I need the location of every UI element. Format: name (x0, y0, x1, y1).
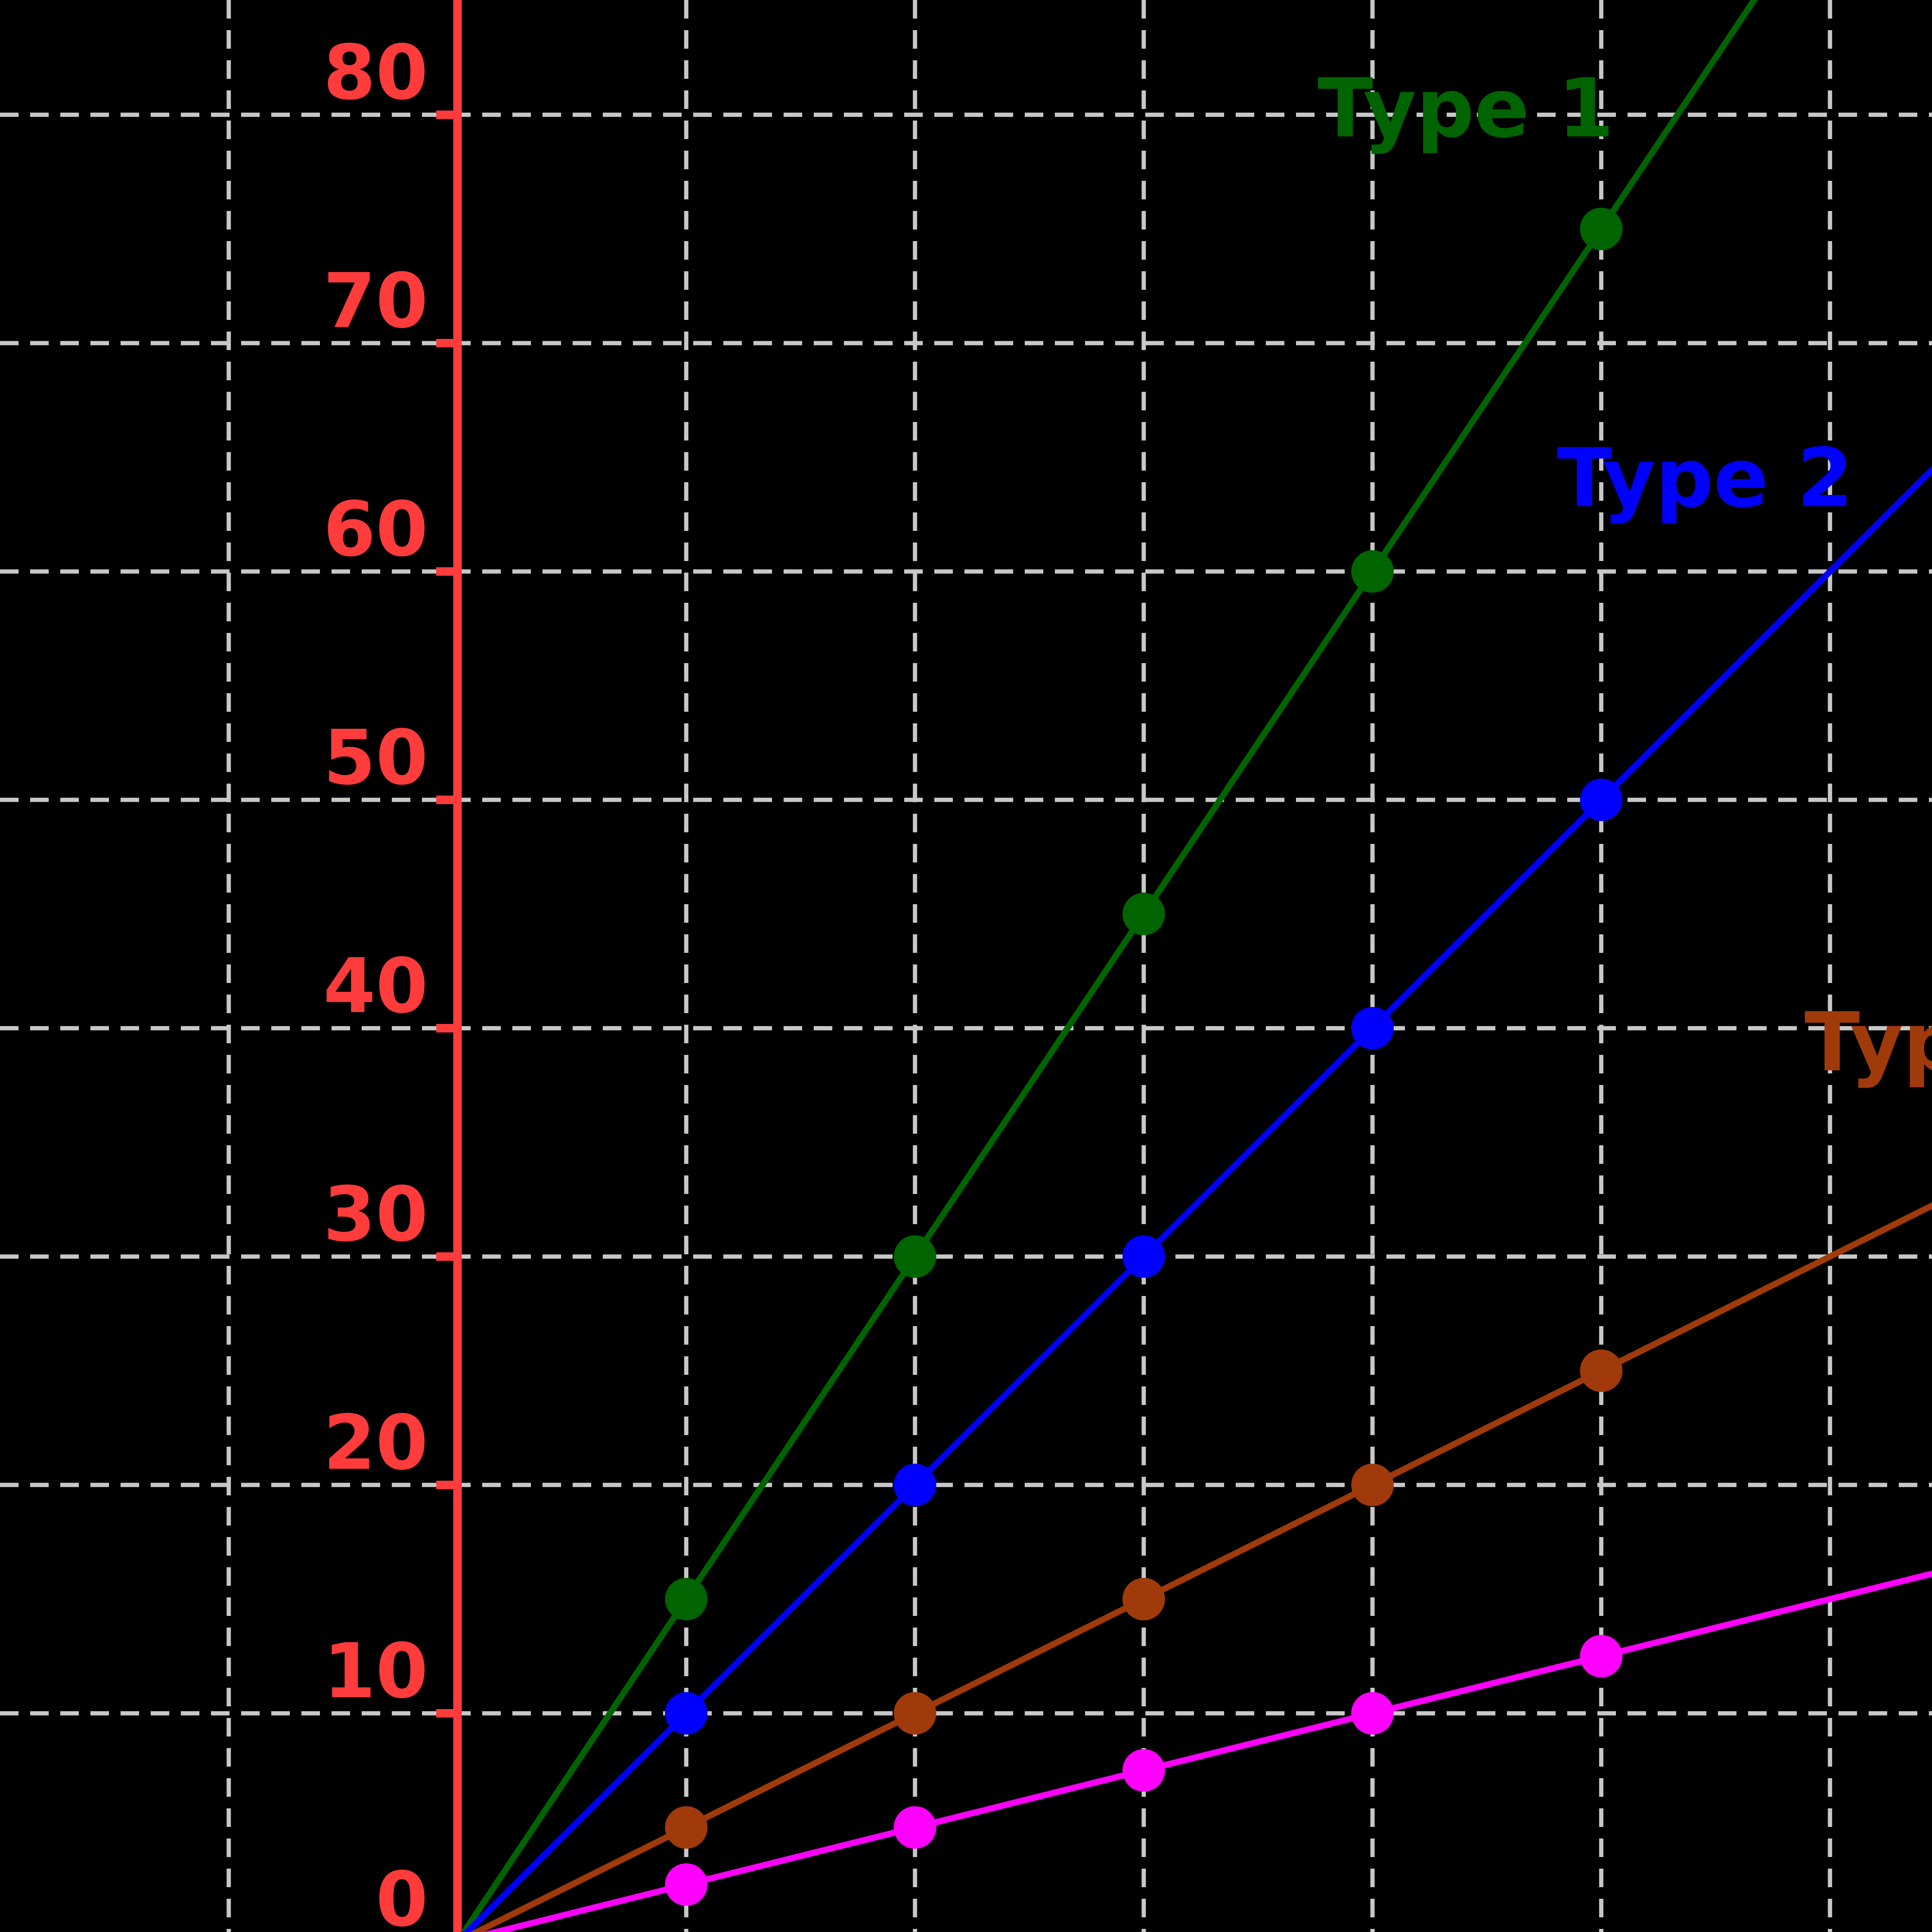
data-point-type-4-x25 (1580, 1635, 1622, 1678)
data-point-type-4-x20 (1351, 1692, 1394, 1735)
data-point-type-1-x5 (665, 1578, 707, 1621)
y-tick-label-10: 10 (323, 1627, 428, 1715)
y-tick-label-70: 70 (323, 257, 428, 345)
data-point-type-3-x5 (665, 1806, 707, 1849)
y-tick-label-80: 80 (323, 29, 428, 116)
series-line-type-4 (483, 1570, 1932, 1932)
data-point-type-2-x25 (1580, 779, 1622, 821)
y-axis-tick-60 (436, 567, 457, 576)
legend-type-3: Type 3 (1804, 995, 1932, 1090)
y-tick-label-0: 0 (376, 1855, 428, 1932)
y-axis-tick-80 (436, 111, 457, 119)
data-point-type-1-x15 (1122, 893, 1165, 935)
y-tick-label-50: 50 (323, 714, 428, 801)
y-axis-tick-70 (436, 339, 457, 347)
y-tick-label-60: 60 (323, 485, 428, 573)
data-point-type-4-x10 (894, 1806, 936, 1849)
legend-type-1: Type 1 (1318, 61, 1614, 156)
y-axis-tick-40 (436, 1024, 457, 1032)
y-tick-label-20: 20 (323, 1399, 428, 1486)
y-axis-tick-20 (436, 1481, 457, 1489)
data-point-type-2-x15 (1122, 1235, 1165, 1278)
y-axis-tick-50 (436, 796, 457, 804)
series-line-type-3 (470, 1202, 1932, 1932)
data-point-type-2-x5 (665, 1692, 707, 1735)
data-point-type-3-x15 (1122, 1578, 1165, 1621)
data-point-type-1-x10 (894, 1235, 936, 1278)
data-point-type-3-x25 (1580, 1349, 1622, 1392)
y-axis-tick-30 (436, 1252, 457, 1261)
data-point-type-3-x20 (1351, 1464, 1394, 1506)
legend-type-2: Type 2 (1557, 431, 1853, 526)
data-point-type-1-x25 (1580, 207, 1622, 250)
data-point-type-4-x5 (665, 1863, 707, 1906)
y-tick-label-30: 30 (323, 1170, 428, 1258)
y-axis-tick-10 (436, 1709, 457, 1718)
data-point-type-1-x20 (1351, 550, 1394, 593)
y-tick-label-40: 40 (323, 942, 428, 1030)
data-point-type-2-x10 (894, 1464, 936, 1506)
data-point-type-3-x10 (894, 1692, 936, 1735)
data-point-type-4-x15 (1122, 1749, 1165, 1792)
data-point-type-2-x20 (1351, 1007, 1394, 1049)
